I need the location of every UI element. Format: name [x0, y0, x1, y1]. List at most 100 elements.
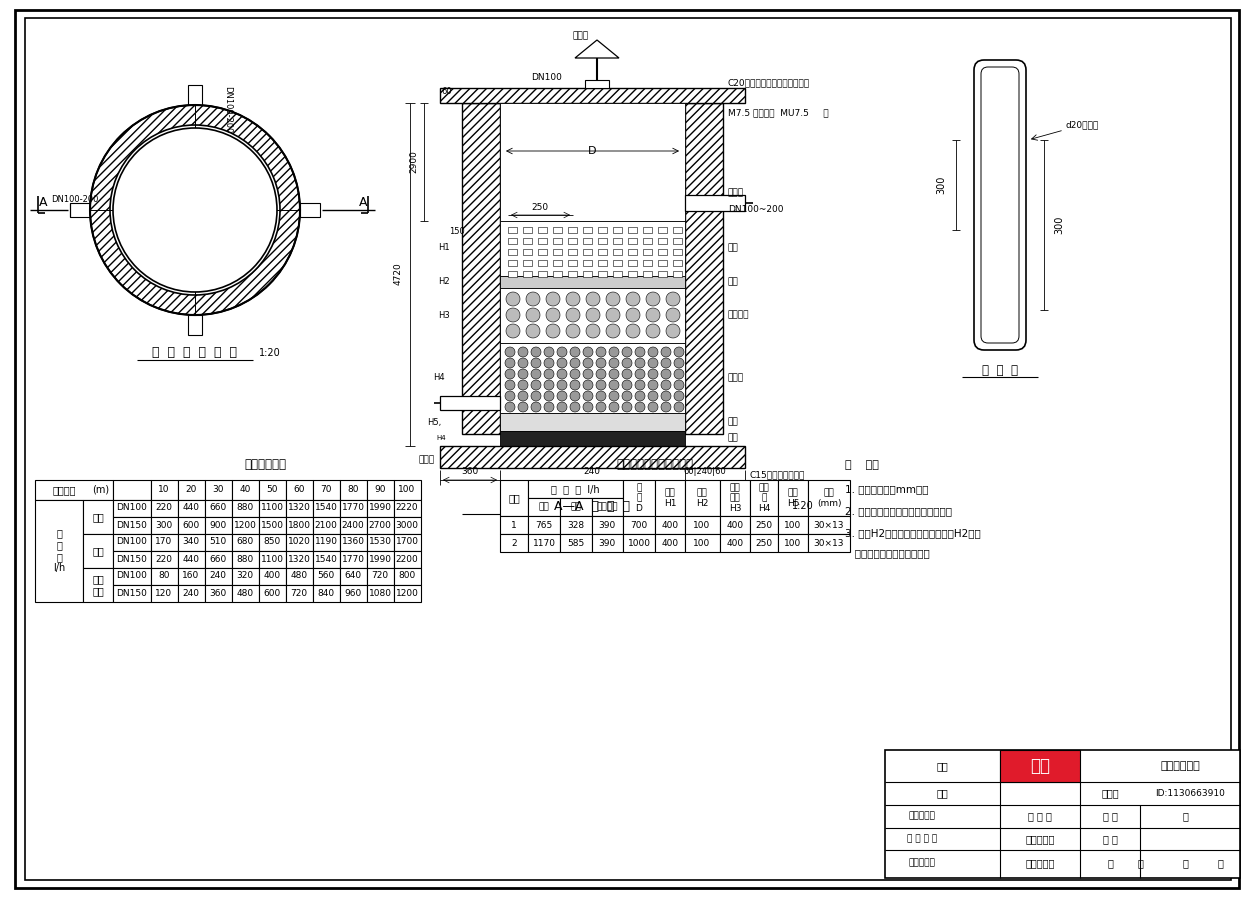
Text: 进水管: 进水管 [729, 189, 744, 198]
Text: 390: 390 [598, 521, 616, 530]
Bar [628, 249, 637, 255]
Text: 1360: 1360 [341, 538, 365, 547]
Bar [538, 260, 547, 266]
Bar [367, 585, 394, 602]
Bar [568, 238, 577, 244]
Text: 设计号: 设计号 [1101, 788, 1119, 798]
Bar [286, 480, 314, 500]
Bar [150, 517, 178, 534]
Bar [613, 260, 622, 266]
Circle shape [606, 324, 619, 338]
Text: 1080: 1080 [369, 588, 391, 597]
Text: M7.5 水泥砂浆  MU7.5     砖: M7.5 水泥砂浆 MU7.5 砖 [729, 109, 829, 118]
Bar [628, 271, 637, 277]
Bar [568, 227, 577, 233]
Bar [673, 260, 682, 266]
Bar [643, 271, 652, 277]
Bar [750, 480, 777, 516]
Bar [286, 500, 314, 517]
Bar [260, 534, 286, 551]
Text: 粘土: 粘土 [92, 546, 104, 556]
Circle shape [635, 358, 645, 368]
Text: 1:20: 1:20 [260, 348, 281, 358]
Bar [508, 249, 517, 255]
Text: 1320: 1320 [287, 554, 311, 564]
Text: 渗水管效能表: 渗水管效能表 [245, 459, 286, 471]
Bar [643, 260, 652, 266]
Bar [673, 249, 682, 255]
Bar [613, 249, 622, 255]
Bar [367, 480, 394, 500]
Text: 期: 期 [1218, 858, 1223, 868]
Bar [35, 500, 83, 602]
Circle shape [666, 308, 680, 322]
Text: 900: 900 [209, 521, 227, 530]
Bar [561, 516, 592, 534]
Text: 1990: 1990 [369, 554, 391, 564]
Bar [750, 516, 777, 534]
Bar [586, 80, 609, 88]
Bar [113, 517, 150, 534]
Bar [613, 271, 622, 277]
Text: 360: 360 [209, 588, 227, 597]
Bar [178, 568, 204, 585]
FancyBboxPatch shape [981, 67, 1020, 343]
Text: 3000: 3000 [395, 521, 419, 530]
Circle shape [545, 308, 561, 322]
Circle shape [635, 402, 645, 412]
Text: DN150: DN150 [117, 521, 148, 530]
Bar [777, 516, 808, 534]
Circle shape [505, 380, 515, 390]
Bar [83, 500, 113, 534]
Bar [808, 480, 850, 516]
Bar [178, 585, 204, 602]
Circle shape [586, 292, 599, 306]
Circle shape [626, 308, 640, 322]
Bar [623, 480, 655, 516]
Bar [113, 500, 150, 517]
Text: 渗
水
量
l/h: 渗 水 量 l/h [53, 529, 65, 574]
Text: 680: 680 [236, 538, 253, 547]
Text: 100: 100 [693, 521, 711, 530]
Text: 粉质粘土: 粉质粘土 [596, 503, 618, 512]
Circle shape [586, 308, 599, 322]
Bar [500, 480, 528, 516]
Text: 120: 120 [155, 588, 173, 597]
Bar [232, 500, 260, 517]
Text: 100: 100 [693, 539, 711, 548]
Text: 2. 本图适用于无排水管网地区使用。: 2. 本图适用于无排水管网地区使用。 [845, 506, 952, 516]
Bar [394, 534, 421, 551]
Text: 328: 328 [568, 521, 584, 530]
Circle shape [571, 380, 581, 390]
Bar [583, 227, 592, 233]
Bar [204, 585, 232, 602]
Text: 765: 765 [535, 521, 553, 530]
Circle shape [648, 347, 658, 357]
Bar [83, 568, 113, 602]
Circle shape [648, 380, 658, 390]
Text: 1. 本图尺寸均以mm计。: 1. 本图尺寸均以mm计。 [845, 484, 928, 494]
Circle shape [609, 402, 619, 412]
Text: 480: 480 [237, 588, 253, 597]
Bar [500, 288, 685, 343]
Text: 孔径
(mm): 孔径 (mm) [816, 489, 841, 507]
Bar [204, 480, 232, 500]
Bar [553, 260, 562, 266]
Text: 图: 图 [1137, 858, 1142, 868]
Bar [523, 227, 532, 233]
Bar [232, 534, 260, 551]
Bar [394, 500, 421, 517]
Text: H5,: H5, [426, 418, 441, 427]
Text: 100: 100 [399, 486, 415, 495]
Bar [286, 534, 314, 551]
Text: 10: 10 [158, 486, 169, 495]
Bar [367, 551, 394, 568]
Bar [508, 271, 517, 277]
Text: DN100~200: DN100~200 [729, 205, 784, 214]
Bar [188, 315, 202, 335]
Text: 垫土: 垫土 [729, 434, 739, 443]
Text: DN150: DN150 [117, 588, 148, 597]
Circle shape [557, 347, 567, 357]
Circle shape [544, 402, 554, 412]
Text: 90: 90 [374, 486, 386, 495]
